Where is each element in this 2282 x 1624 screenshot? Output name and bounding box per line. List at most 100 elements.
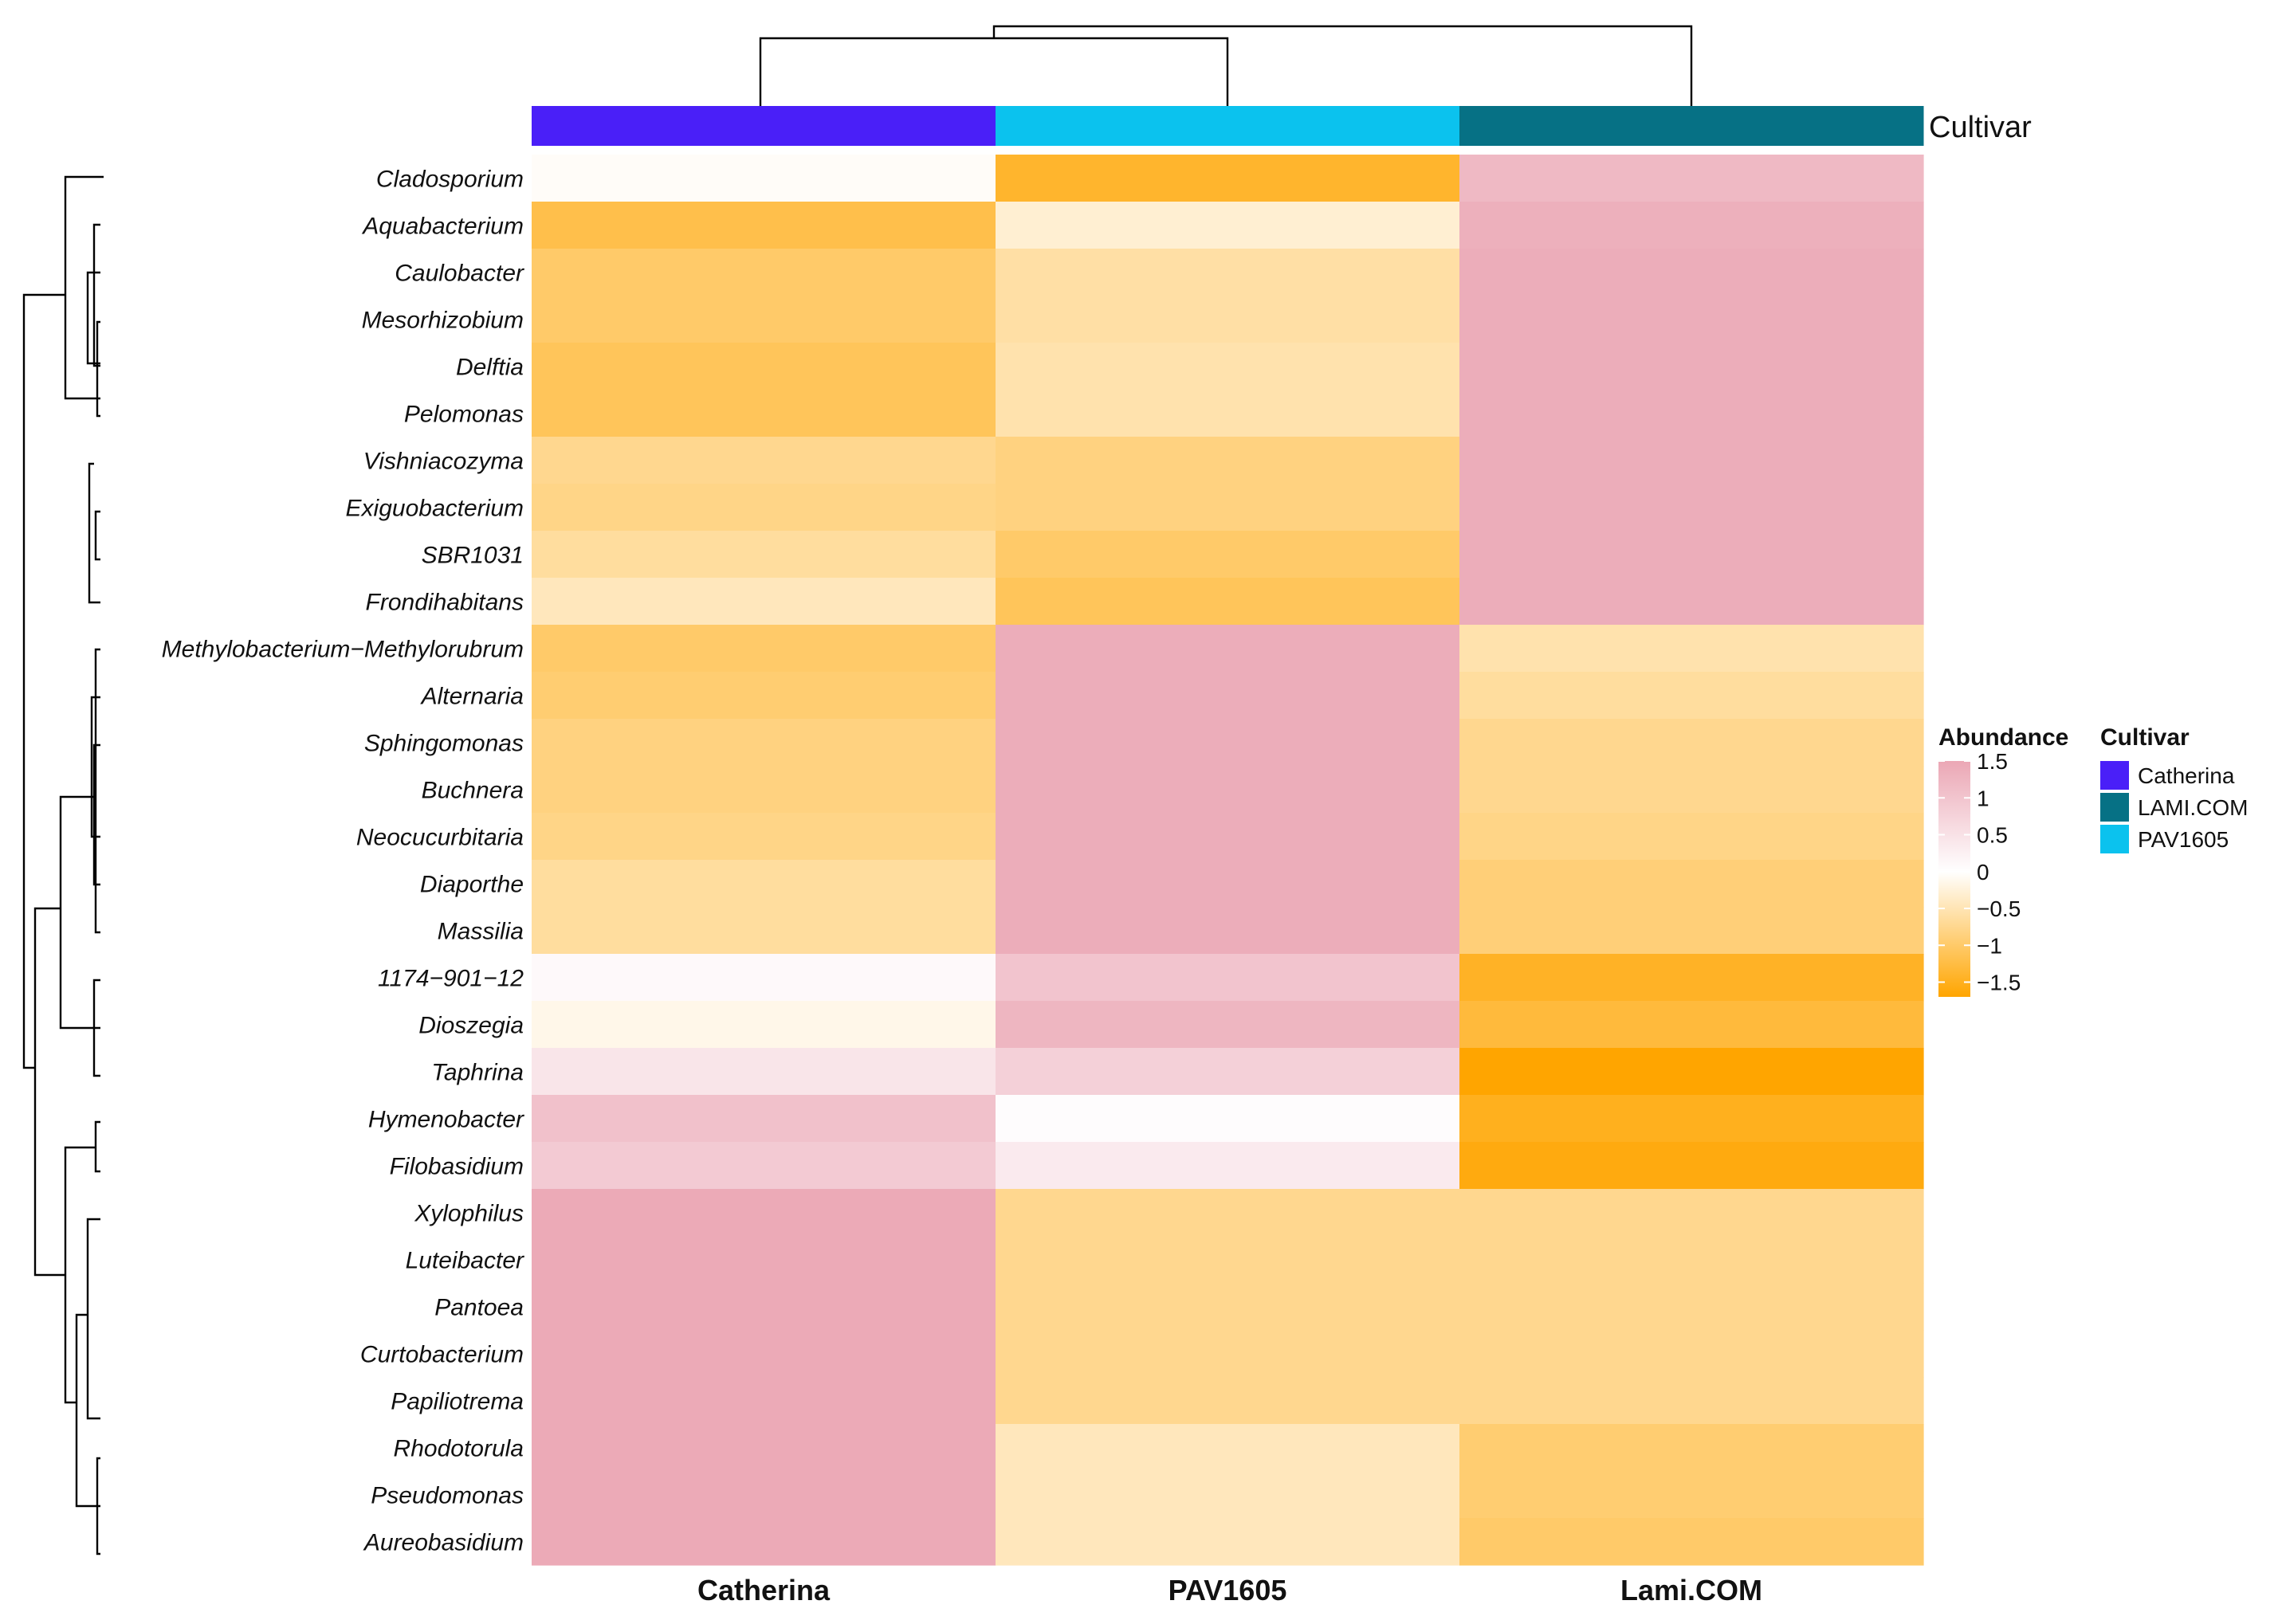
cell-1174-901-12-pav1605 <box>996 954 1460 1002</box>
cell-dioszegia-catherina <box>532 1001 996 1049</box>
cell-dioszegia-lami-com <box>1459 1001 1924 1049</box>
cell-pelomonas-pav1605 <box>996 390 1460 437</box>
abundance-legend-title: Abundance <box>1938 724 2068 751</box>
cell-aureobasidium-lami-com <box>1459 1518 1924 1566</box>
row-label-alternaria: Alternaria <box>420 684 524 710</box>
cell-pelomonas-lami-com <box>1459 390 1924 437</box>
cell-luteibacter-catherina <box>532 1236 996 1284</box>
legend-label-catherina: Catherina <box>2138 763 2235 788</box>
cell-filobasidium-pav1605 <box>996 1142 1460 1190</box>
cell-buchnera-catherina <box>532 766 996 814</box>
cell-1174-901-12-catherina <box>532 954 996 1002</box>
row-label-delftia: Delftia <box>456 355 524 381</box>
cell-pantoea-pav1605 <box>996 1283 1460 1331</box>
cell-aureobasidium-pav1605 <box>996 1518 1460 1566</box>
row-label-pseudomonas: Pseudomonas <box>371 1483 524 1509</box>
column-label-pav1605: PAV1605 <box>1168 1574 1287 1606</box>
cell-rhodotorula-catherina <box>532 1424 996 1472</box>
cell-sphingomonas-lami-com <box>1459 719 1924 767</box>
cell-methylobacterium-methylorubrum-lami-com <box>1459 625 1924 673</box>
row-label-papiliotrema: Papiliotrema <box>391 1389 524 1415</box>
annotation-title: Cultivar <box>1929 111 2032 144</box>
cell-vishniacozyma-pav1605 <box>996 437 1460 484</box>
row-label-mesorhizobium: Mesorhizobium <box>362 308 524 334</box>
row-label-pelomonas: Pelomonas <box>404 402 524 428</box>
row-label-xylophilus: Xylophilus <box>414 1201 524 1227</box>
cell-methylobacterium-methylorubrum-pav1605 <box>996 625 1460 673</box>
cell-delftia-pav1605 <box>996 343 1460 390</box>
abundance-legend: Abundance 1.5 1 0.5 0 −0.5 −1 −1.5 <box>1938 724 2068 997</box>
abundance-tick-label: 1.5 <box>1977 749 2008 774</box>
row-labels: Cladosporium Aquabacterium Caulobacter Meso… <box>162 167 524 1556</box>
cell-hymenobacter-pav1605 <box>996 1095 1460 1143</box>
cell-neocucurbitaria-pav1605 <box>996 813 1460 861</box>
row-label-sphingomonas: Sphingomonas <box>364 731 524 757</box>
row-dendrogram <box>22 175 104 1555</box>
cell-exiguobacterium-catherina <box>532 484 996 532</box>
row-label-aquabacterium: Aquabacterium <box>361 214 524 240</box>
cell-curtobacterium-catherina <box>532 1330 996 1378</box>
cell-curtobacterium-lami-com <box>1459 1330 1924 1378</box>
cell-papiliotrema-pav1605 <box>996 1377 1460 1425</box>
cell-sphingomonas-pav1605 <box>996 719 1460 767</box>
cell-luteibacter-lami-com <box>1459 1236 1924 1284</box>
cell-sphingomonas-catherina <box>532 719 996 767</box>
cell-caulobacter-catherina <box>532 249 996 296</box>
row-label-aureobasidium: Aureobasidium <box>363 1530 524 1556</box>
cell-neocucurbitaria-catherina <box>532 813 996 861</box>
cell-1174-901-12-lami-com <box>1459 954 1924 1002</box>
legend-label-pav1605: PAV1605 <box>2138 827 2229 852</box>
row-label-taphrina: Taphrina <box>431 1060 524 1086</box>
abundance-tick-label: 1 <box>1977 786 1989 810</box>
legend-swatch-pav1605 <box>2100 825 2129 853</box>
cell-papiliotrema-catherina <box>532 1377 996 1425</box>
row-label-luteibacter: Luteibacter <box>406 1248 524 1274</box>
annotation-cell-pav1605 <box>996 106 1460 146</box>
cell-mesorhizobium-catherina <box>532 296 996 343</box>
row-label-buchnera: Buchnera <box>422 778 524 804</box>
cell-filobasidium-catherina <box>532 1142 996 1190</box>
abundance-tick-label: −0.5 <box>1977 896 2021 921</box>
cell-massilia-pav1605 <box>996 907 1460 955</box>
cell-frondihabitans-catherina <box>532 578 996 626</box>
cell-caulobacter-pav1605 <box>996 249 1460 296</box>
cell-frondihabitans-lami-com <box>1459 578 1924 626</box>
cultivar-legend: Cultivar Catherina LAMI.COM PAV1605 <box>2100 724 2248 853</box>
row-label-diaporthe: Diaporthe <box>420 872 524 898</box>
cell-pantoea-lami-com <box>1459 1283 1924 1331</box>
column-labels: Catherina PAV1605 Lami.COM <box>697 1574 1762 1606</box>
abundance-tick-label: −1 <box>1977 933 2002 958</box>
cell-pseudomonas-lami-com <box>1459 1471 1924 1519</box>
cell-methylobacterium-methylorubrum-catherina <box>532 625 996 673</box>
row-label-filobasidium: Filobasidium <box>390 1154 524 1180</box>
cell-pelomonas-catherina <box>532 390 996 437</box>
cell-diaporthe-lami-com <box>1459 860 1924 908</box>
cultivar-annotation-bar <box>532 106 1924 146</box>
cell-rhodotorula-pav1605 <box>996 1424 1460 1472</box>
cell-sbr1031-lami-com <box>1459 531 1924 579</box>
cell-massilia-catherina <box>532 907 996 955</box>
cell-sbr1031-catherina <box>532 531 996 579</box>
cell-diaporthe-pav1605 <box>996 860 1460 908</box>
cell-xylophilus-catherina <box>532 1189 996 1237</box>
row-label-pantoea: Pantoea <box>434 1295 524 1321</box>
cell-aquabacterium-lami-com <box>1459 202 1924 249</box>
cell-pseudomonas-catherina <box>532 1471 996 1519</box>
row-label-vishniacozyma: Vishniacozyma <box>363 449 524 475</box>
abundance-tick-label: 0.5 <box>1977 823 2008 848</box>
cell-cladosporium-pav1605 <box>996 155 1460 202</box>
cell-taphrina-lami-com <box>1459 1048 1924 1096</box>
cell-xylophilus-lami-com <box>1459 1189 1924 1237</box>
cell-mesorhizobium-lami-com <box>1459 296 1924 343</box>
cell-frondihabitans-pav1605 <box>996 578 1460 626</box>
cell-pantoea-catherina <box>532 1283 996 1331</box>
row-label-caulobacter: Caulobacter <box>395 261 524 287</box>
cell-hymenobacter-catherina <box>532 1095 996 1143</box>
column-label-lami-com: Lami.COM <box>1620 1574 1762 1606</box>
row-label-1174-901-12: 1174−901−12 <box>378 966 524 992</box>
cell-exiguobacterium-pav1605 <box>996 484 1460 532</box>
abundance-tick-label: −1.5 <box>1977 971 2021 995</box>
heatmap-cells <box>532 155 1924 1566</box>
legend-label-lami-com: LAMI.COM <box>2138 795 2248 820</box>
